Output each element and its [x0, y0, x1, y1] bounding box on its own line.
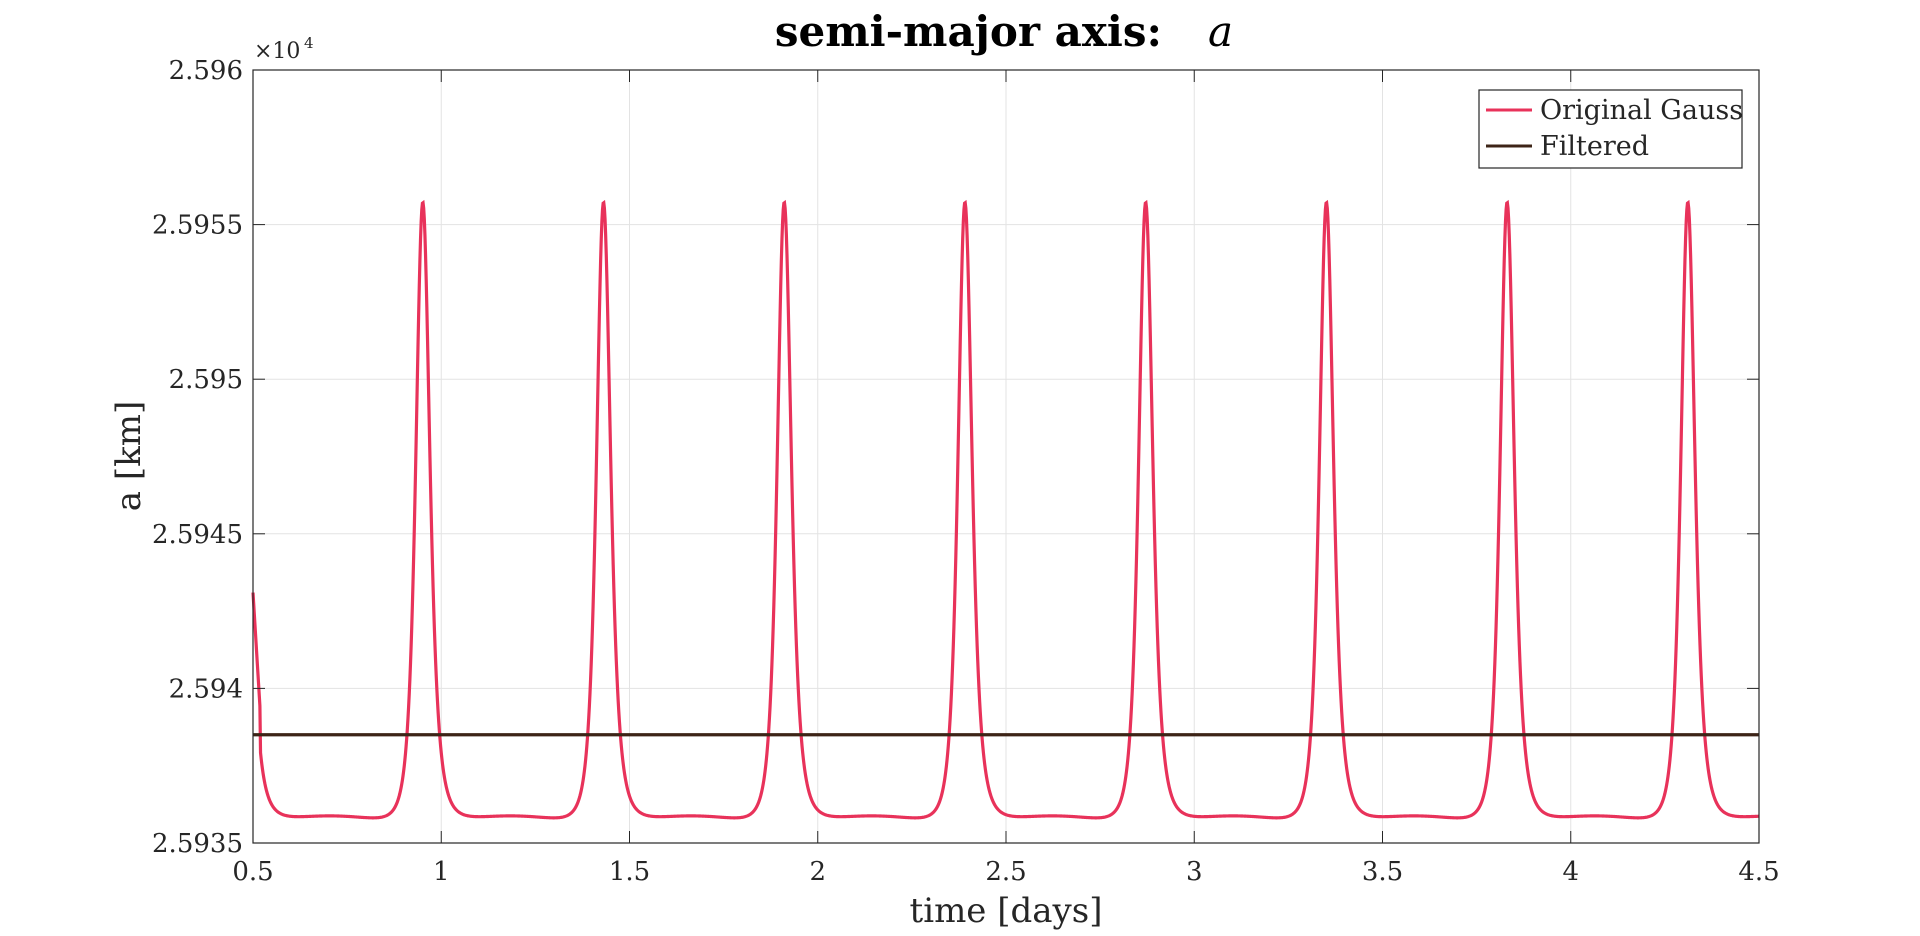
y-tick-label: 2.596: [169, 56, 243, 86]
x-tick-label: 4.5: [1738, 857, 1779, 887]
y-exponent-base: ×10: [254, 39, 300, 64]
series-line-original-gauss: [251, 199, 1760, 820]
y-tick-label: 2.594: [169, 674, 243, 704]
x-axis-label: time [days]: [910, 891, 1103, 931]
y-tick-label: 2.5935: [152, 829, 243, 859]
chart-title-variable: a: [1208, 7, 1233, 56]
x-tick-label: 2: [809, 857, 826, 887]
y-exponent-power: 4: [304, 34, 314, 52]
chart-title: semi-major axis: a: [775, 7, 1233, 56]
legend-label-filtered: Filtered: [1540, 131, 1649, 162]
y-tick-label: 2.5945: [152, 520, 243, 550]
x-tick-label: 1.5: [609, 857, 650, 887]
y-tick-label: 2.595: [169, 365, 243, 395]
x-tick-label: 4: [1562, 857, 1579, 887]
y-tick-label: 2.5955: [152, 211, 243, 241]
legend: Original Gauss Filtered: [1478, 89, 1743, 169]
chart-title-text: semi-major axis:: [775, 7, 1162, 56]
axis-ticks: 0.5 1 1.5 2 2.5 3 3.5 4 4.5 2.5935 2.594 2.5945 2.59…: [152, 56, 1780, 887]
legend-box: [1478, 89, 1743, 169]
x-tick-label: 1: [433, 857, 450, 887]
legend-label-original-gauss: Original Gauss: [1540, 95, 1743, 126]
data-series: [251, 199, 1760, 820]
y-exponent-label: ×10 4: [254, 34, 314, 64]
y-axis-label: a [km]: [109, 401, 149, 511]
x-tick-label: 2.5: [985, 857, 1026, 887]
x-tick-label: 0.5: [232, 857, 273, 887]
x-tick-label: 3.5: [1362, 857, 1403, 887]
x-tick-label: 3: [1186, 857, 1203, 887]
